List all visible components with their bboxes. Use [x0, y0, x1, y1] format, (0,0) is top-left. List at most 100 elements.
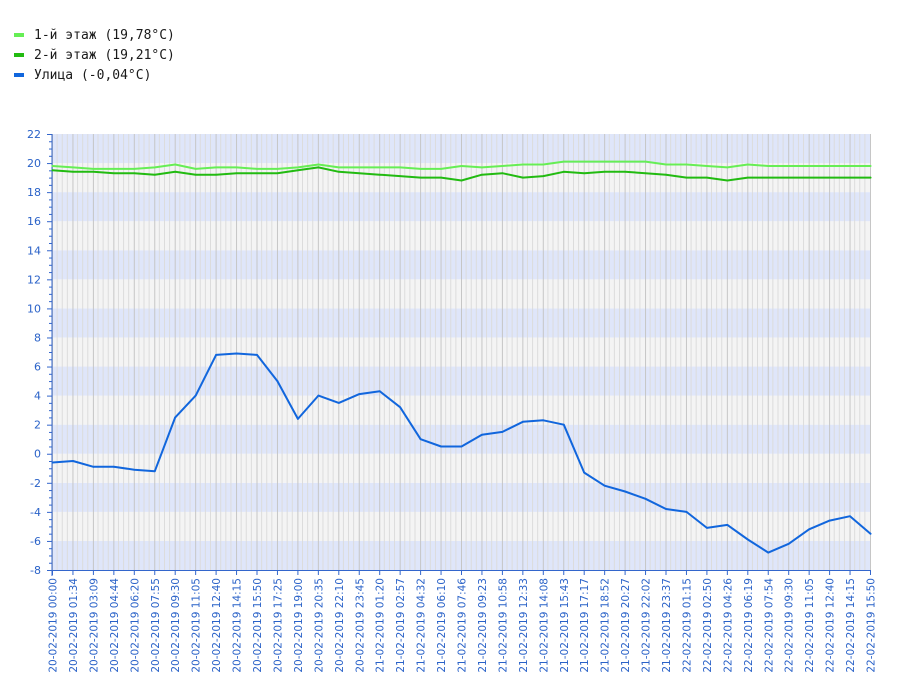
x-tick-label: 21-02-2019 14:08	[538, 578, 550, 673]
data-point-series-1	[869, 176, 872, 179]
data-point-series-0	[562, 160, 565, 163]
x-tick-label: 20-02-2019 04:44	[109, 578, 121, 673]
data-point-series-2	[726, 524, 729, 526]
x-tick-label: 20-02-2019 19:00	[293, 578, 305, 673]
x-tick-label: 21-02-2019 22:02	[641, 578, 653, 673]
data-point-series-0	[603, 160, 606, 163]
x-tick-label: 21-02-2019 09:23	[477, 578, 489, 673]
data-point-series-0	[481, 166, 483, 169]
data-point-series-2	[460, 445, 463, 448]
x-tick-label: 22-02-2019 07:54	[763, 578, 775, 673]
data-point-series-2	[276, 380, 279, 382]
data-point-series-2	[787, 542, 790, 545]
data-point-series-2	[665, 508, 667, 510]
legend-item-floor2: 2-й этаж (19,21°C)	[14, 45, 175, 65]
data-point-series-2	[317, 394, 320, 397]
y-tick-label: 16	[27, 215, 41, 228]
data-point-series-1	[215, 173, 218, 176]
data-point-series-2	[153, 470, 156, 473]
data-point-series-0	[276, 167, 279, 170]
data-point-series-2	[603, 484, 606, 487]
chart-legend: 1-й этаж (19,78°C) 2-й этаж (19,21°C) Ул…	[14, 25, 175, 85]
data-point-series-2	[828, 519, 831, 522]
data-point-series-2	[133, 468, 136, 471]
legend-label-floor1: 1-й этаж (19,78°C)	[34, 27, 175, 43]
legend-swatch-street	[14, 73, 24, 77]
x-tick-label: 22-02-2019 12:40	[825, 578, 837, 673]
data-point-series-2	[215, 354, 218, 356]
x-tick-label: 21-02-2019 18:52	[600, 578, 612, 673]
x-tick-label: 20-02-2019 01:34	[68, 578, 80, 673]
data-point-series-1	[603, 170, 606, 173]
data-point-series-0	[440, 167, 442, 170]
data-point-series-1	[174, 170, 177, 173]
data-point-series-1	[235, 172, 238, 175]
data-point-series-2	[746, 538, 749, 541]
data-point-series-1	[685, 176, 688, 179]
data-point-series-0	[624, 160, 626, 163]
data-point-series-2	[337, 401, 340, 404]
data-point-series-0	[297, 166, 299, 169]
data-point-series-0	[235, 166, 238, 169]
data-point-series-2	[399, 406, 402, 409]
data-point-series-0	[378, 166, 381, 169]
x-tick-label: 20-02-2019 17:25	[272, 578, 284, 673]
x-tick-label: 20-02-2019 15:50	[252, 578, 264, 673]
x-tick-label: 22-02-2019 11:05	[804, 578, 816, 673]
data-point-series-0	[542, 163, 545, 166]
data-point-series-1	[276, 172, 279, 175]
y-tick-label: 20	[27, 157, 41, 170]
y-tick-label: 8	[34, 331, 41, 344]
data-point-series-1	[726, 179, 729, 182]
data-point-series-1	[92, 170, 95, 173]
data-point-series-0	[337, 166, 340, 169]
legend-label-street: Улица (-0,04°C)	[34, 67, 152, 83]
data-point-series-0	[215, 166, 218, 169]
x-tick-label: 20-02-2019 00:00	[48, 578, 60, 673]
data-point-series-0	[92, 167, 95, 170]
data-point-series-2	[869, 532, 872, 535]
data-point-series-0	[828, 165, 831, 167]
data-point-series-1	[644, 172, 647, 175]
x-tick-label: 22-02-2019 14:15	[845, 578, 857, 673]
data-point-series-1	[112, 172, 115, 175]
y-tick-label: 4	[34, 390, 41, 403]
data-point-series-2	[378, 390, 381, 393]
y-tick-label: -2	[30, 477, 41, 490]
data-point-series-0	[849, 165, 851, 167]
x-tick-label: 21-02-2019 15:43	[559, 578, 571, 673]
data-point-series-1	[746, 176, 749, 179]
data-point-series-1	[399, 175, 402, 178]
data-point-series-1	[440, 176, 442, 179]
y-tick-label: 10	[27, 302, 41, 315]
data-point-series-0	[72, 166, 74, 169]
data-point-series-1	[297, 169, 299, 172]
data-point-series-2	[583, 471, 586, 474]
data-point-series-2	[808, 528, 811, 531]
x-tick-label: 22-02-2019 01:15	[681, 578, 693, 673]
x-tick-label: 21-02-2019 20:27	[620, 578, 632, 673]
data-point-series-1	[624, 170, 626, 173]
data-point-series-1	[665, 173, 667, 176]
legend-swatch-floor1	[14, 33, 24, 37]
data-point-series-0	[256, 167, 258, 170]
data-point-series-1	[521, 176, 524, 179]
data-point-series-0	[706, 165, 708, 167]
data-point-series-2	[51, 461, 54, 464]
x-tick-label: 20-02-2019 23:45	[354, 578, 366, 673]
data-point-series-2	[440, 445, 442, 448]
x-tick-label: 20-02-2019 03:09	[88, 578, 100, 673]
data-point-series-1	[583, 172, 586, 175]
data-point-series-1	[358, 172, 361, 175]
data-point-series-1	[460, 179, 463, 182]
x-tick-label: 20-02-2019 14:15	[232, 578, 244, 673]
data-point-series-1	[542, 175, 545, 178]
data-point-series-2	[624, 490, 626, 493]
x-tick-label: 20-02-2019 09:30	[170, 578, 182, 673]
x-tick-label: 21-02-2019 07:46	[457, 578, 469, 673]
legend-item-floor1: 1-й этаж (19,78°C)	[14, 25, 175, 45]
y-tick-label: 18	[27, 186, 41, 199]
x-tick-label: 20-02-2019 12:40	[211, 578, 223, 673]
x-tick-label: 20-02-2019 06:20	[129, 578, 141, 673]
data-point-series-1	[808, 176, 811, 179]
